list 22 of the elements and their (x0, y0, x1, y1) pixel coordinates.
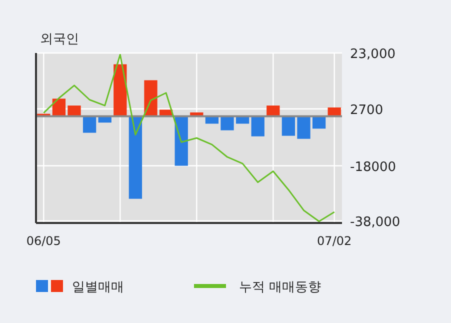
legend-label: 일별매매 (72, 280, 124, 295)
bar (52, 98, 66, 116)
bar (68, 106, 81, 116)
bar (144, 80, 158, 116)
bar (282, 116, 296, 136)
chart-title: 외국인 (40, 32, 79, 47)
bar (128, 116, 142, 199)
bar (328, 107, 341, 116)
x-tick-label: 06/05 (26, 234, 61, 248)
bar (174, 116, 188, 166)
y-tick-label: 23,000 (350, 47, 396, 62)
bar (82, 116, 96, 133)
bar (220, 116, 234, 130)
x-tick-label: 07/02 (317, 234, 352, 248)
bar (251, 116, 264, 136)
bar (266, 106, 280, 116)
y-tick-label: -38,000 (350, 214, 400, 230)
bar (297, 116, 310, 139)
legend-label: 누적 매매동향 (239, 280, 322, 295)
y-tick-label: 2700 (350, 102, 384, 118)
line-series (42, 54, 336, 222)
y-tick-label: -18000 (350, 160, 396, 175)
